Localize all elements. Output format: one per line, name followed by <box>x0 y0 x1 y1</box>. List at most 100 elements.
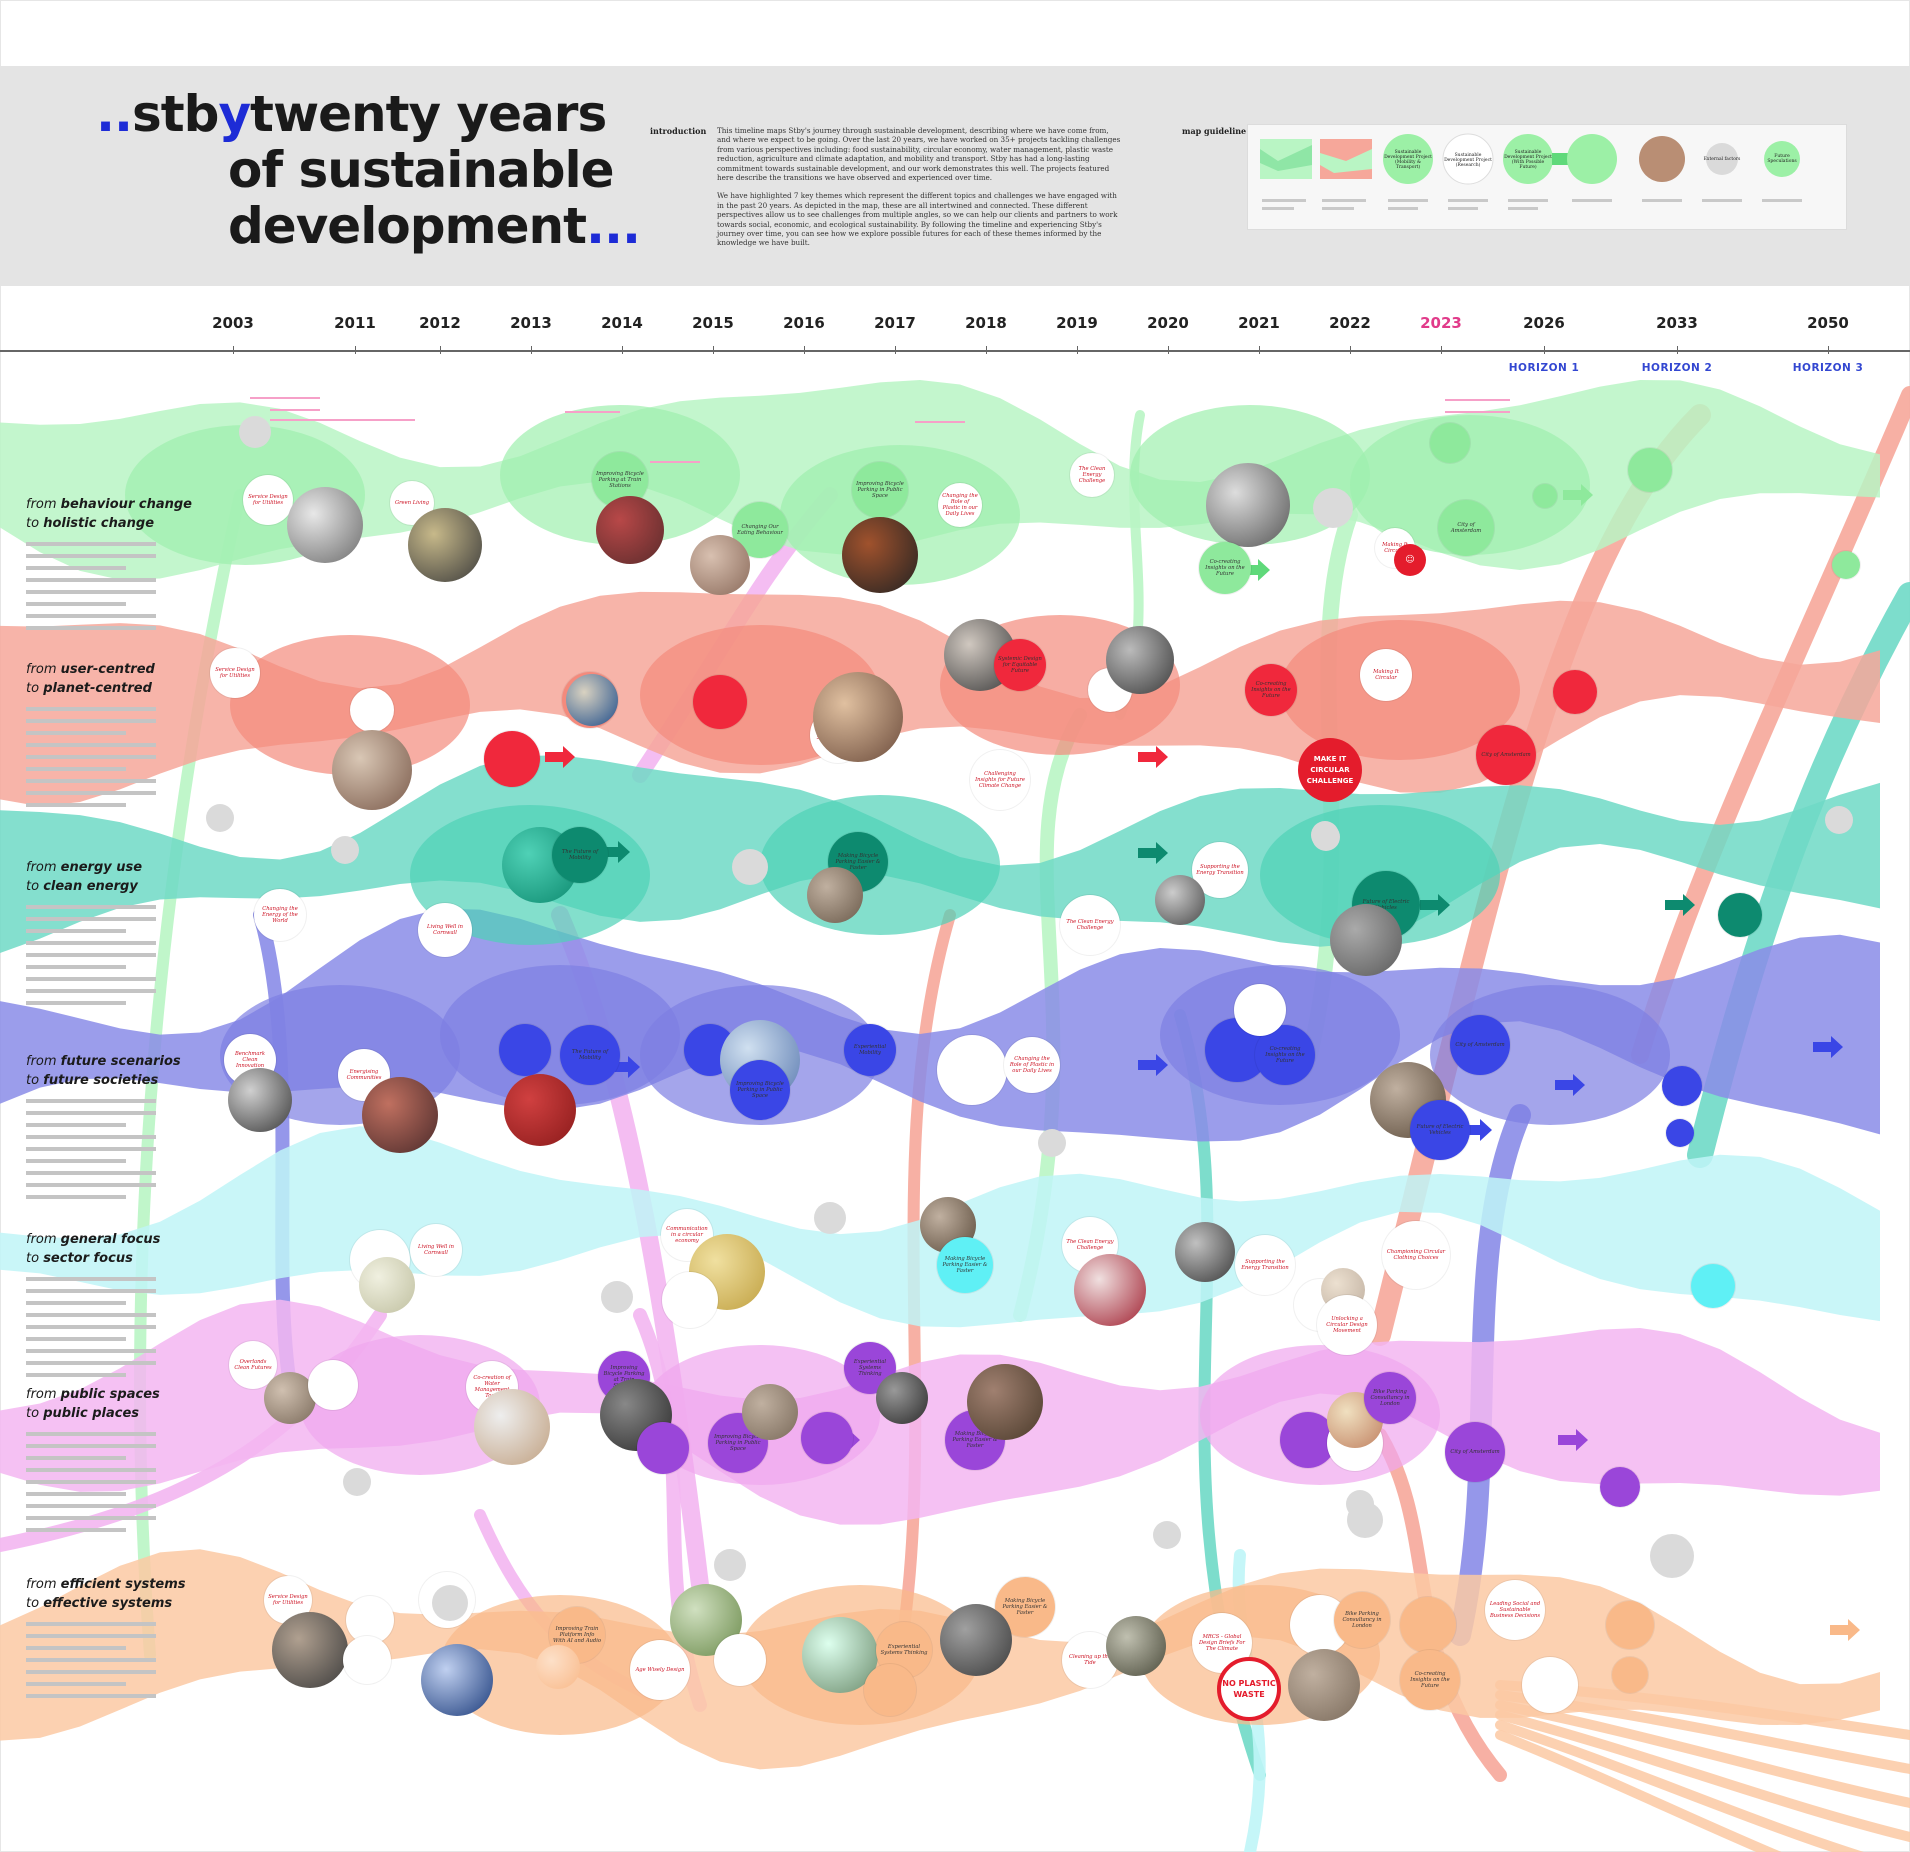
project-node[interactable] <box>239 416 271 448</box>
project-photo[interactable] <box>742 1384 798 1440</box>
project-node[interactable]: The Future of Mobility <box>560 1025 620 1085</box>
project-node[interactable] <box>864 1664 916 1716</box>
project-node[interactable]: Living Well in Cornwall <box>418 903 472 957</box>
project-node[interactable] <box>1606 1601 1654 1649</box>
project-node[interactable]: Supporting the Energy Transition <box>1235 1235 1295 1295</box>
project-node[interactable]: Unlocking a Circular Design Movement <box>1317 1295 1377 1355</box>
project-photo[interactable] <box>807 867 863 923</box>
project-photo[interactable] <box>967 1364 1043 1440</box>
project-photo[interactable] <box>876 1372 928 1424</box>
project-photo[interactable] <box>287 487 363 563</box>
project-node[interactable]: Improving Bicycle Parking in Public Spac… <box>852 462 908 518</box>
project-node[interactable]: Systemic Design for Equitable Future <box>994 639 1046 691</box>
project-node[interactable] <box>343 1636 391 1684</box>
project-node[interactable]: City of Amsterdam <box>1476 725 1536 785</box>
project-node[interactable] <box>801 1412 853 1464</box>
project-node[interactable]: Making It Circular <box>1360 649 1412 701</box>
project-node[interactable] <box>1600 1467 1640 1507</box>
project-node[interactable]: City of Amsterdam <box>1445 1422 1505 1482</box>
project-node[interactable] <box>484 731 540 787</box>
project-photo[interactable] <box>474 1389 550 1465</box>
project-node[interactable] <box>1280 1412 1336 1468</box>
project-node[interactable]: Bike Parking Consultancy in London <box>1334 1592 1390 1648</box>
project-photo[interactable] <box>536 1645 580 1689</box>
project-photo[interactable] <box>1206 463 1290 547</box>
project-node[interactable] <box>1313 488 1353 528</box>
project-node[interactable] <box>331 836 359 864</box>
project-node[interactable]: The Clean Energy Challenge <box>1070 453 1114 497</box>
project-node[interactable] <box>637 1422 689 1474</box>
project-photo[interactable] <box>813 672 903 762</box>
project-photo[interactable] <box>1106 626 1174 694</box>
project-node[interactable] <box>350 688 394 732</box>
project-node[interactable] <box>343 1468 371 1496</box>
project-node[interactable] <box>1718 893 1762 937</box>
project-node[interactable] <box>1628 448 1672 492</box>
project-node[interactable] <box>499 1024 551 1076</box>
project-photo[interactable] <box>596 496 664 564</box>
project-node[interactable]: Living Well in Cornwall <box>410 1224 462 1276</box>
project-node[interactable]: The Future of Mobility <box>552 827 608 883</box>
project-node[interactable] <box>1038 1129 1066 1157</box>
project-photo[interactable] <box>504 1074 576 1146</box>
project-photo[interactable] <box>332 730 412 810</box>
project-node[interactable] <box>662 1272 718 1328</box>
project-node[interactable] <box>1612 1657 1648 1693</box>
project-node[interactable] <box>1666 1119 1694 1147</box>
project-node[interactable]: Future of Electric Vehicles <box>1410 1100 1470 1160</box>
project-node[interactable] <box>1691 1264 1735 1308</box>
project-photo[interactable] <box>1106 1616 1166 1676</box>
project-node[interactable] <box>693 675 747 729</box>
project-node[interactable] <box>1347 1502 1383 1538</box>
project-node[interactable] <box>714 1634 766 1686</box>
project-node[interactable] <box>1312 823 1340 851</box>
project-photo[interactable] <box>566 674 618 726</box>
project-node[interactable]: Leading Social and Sustainable Business … <box>1485 1580 1545 1640</box>
project-photo[interactable] <box>272 1612 348 1688</box>
project-node[interactable]: City of Amsterdam <box>1438 500 1494 556</box>
project-photo[interactable] <box>421 1644 493 1716</box>
project-node[interactable]: The Clean Energy Challenge <box>1060 895 1120 955</box>
project-photo[interactable] <box>1155 875 1205 925</box>
project-node[interactable]: Challenging Insights for Future Climate … <box>970 750 1030 810</box>
project-node[interactable]: City of Amsterdam <box>1450 1015 1510 1075</box>
project-node[interactable] <box>1553 670 1597 714</box>
project-photo[interactable] <box>1288 1649 1360 1721</box>
project-node[interactable]: Co-creating Insights on the Future <box>1199 542 1251 594</box>
project-node[interactable]: Co-creating Insights on the Future <box>1245 664 1297 716</box>
project-node[interactable] <box>1533 484 1557 508</box>
project-photo[interactable] <box>1074 1254 1146 1326</box>
project-photo[interactable] <box>408 508 482 582</box>
project-node[interactable] <box>206 804 234 832</box>
project-photo[interactable] <box>228 1068 292 1132</box>
project-node[interactable] <box>1522 1657 1578 1713</box>
project-photo[interactable] <box>359 1257 415 1313</box>
project-node[interactable]: Co-creating Insights on the Future <box>1400 1650 1460 1710</box>
project-node[interactable] <box>1430 423 1470 463</box>
project-node[interactable] <box>601 1281 633 1313</box>
project-node[interactable] <box>1400 1597 1456 1653</box>
project-node[interactable] <box>1650 1534 1694 1578</box>
project-node[interactable]: Changing the Role of Plastic in our Dail… <box>938 483 982 527</box>
project-node[interactable] <box>308 1360 358 1410</box>
project-node[interactable] <box>814 1202 846 1234</box>
project-node[interactable] <box>732 849 768 885</box>
project-photo[interactable] <box>362 1077 438 1153</box>
project-node[interactable]: Changing the Role of Plastic in our Dail… <box>1004 1037 1060 1093</box>
project-node[interactable] <box>1832 551 1860 579</box>
project-photo[interactable] <box>690 535 750 595</box>
project-node[interactable] <box>1153 1521 1181 1549</box>
project-node[interactable]: Service Design for Utilities <box>243 475 293 525</box>
project-photo[interactable] <box>1330 904 1402 976</box>
project-photo[interactable] <box>842 517 918 593</box>
project-node[interactable] <box>714 1549 746 1581</box>
project-node[interactable]: Experiential Mobility <box>844 1024 896 1076</box>
project-node[interactable] <box>432 1585 468 1621</box>
project-node[interactable]: Changing the Energy of the World <box>254 889 306 941</box>
project-node[interactable] <box>1662 1066 1702 1106</box>
project-photo[interactable] <box>940 1604 1012 1676</box>
project-node[interactable] <box>937 1035 1007 1105</box>
project-node[interactable]: Improving Bicycle Parking in Public Spac… <box>730 1060 790 1120</box>
project-photo[interactable] <box>264 1372 316 1424</box>
project-node[interactable]: Bike Parking Consultancy in London <box>1364 1372 1416 1424</box>
